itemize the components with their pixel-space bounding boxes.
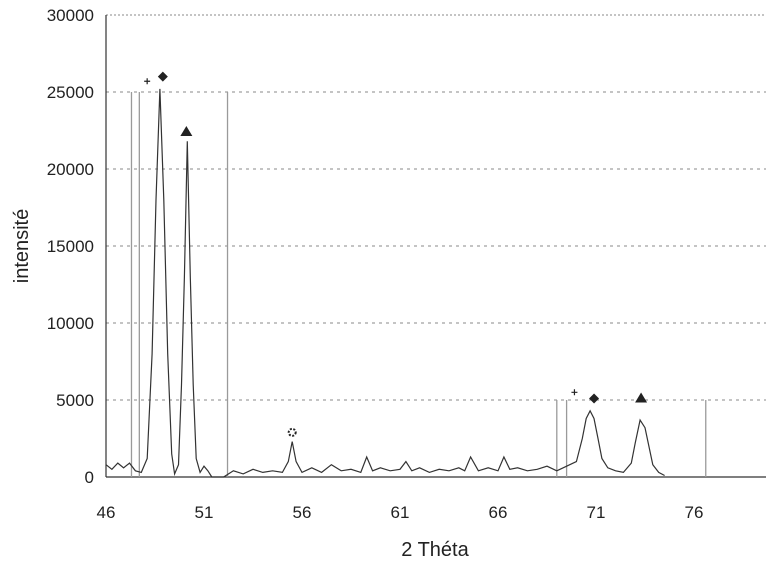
triangle-marker (635, 392, 648, 403)
x-tick-label: 51 (195, 503, 214, 522)
y-tick-label: 30000 (47, 6, 94, 25)
y-tick-label: 0 (85, 468, 94, 487)
y-tick-label: 20000 (47, 160, 94, 179)
diamond-marker (157, 71, 168, 82)
plus-marker (144, 78, 151, 85)
diffraction-trace (105, 88, 665, 478)
y-tick-label: 10000 (47, 314, 94, 333)
x-tick-label: 46 (97, 503, 116, 522)
y-tick-label: 15000 (47, 237, 94, 256)
x-tick-label: 66 (489, 503, 508, 522)
x-tick-label: 76 (685, 503, 704, 522)
y-tick-label: 25000 (47, 83, 94, 102)
y-tick-label: 5000 (56, 391, 94, 410)
x-tick-label: 56 (293, 503, 312, 522)
ring-marker (287, 427, 297, 437)
x-tick-label: 61 (391, 503, 410, 522)
plus-marker (571, 389, 578, 396)
diamond-marker (589, 393, 600, 404)
reference-lines (130, 92, 707, 477)
x-axis-title: 2 Théta (401, 539, 469, 561)
x-tick-label: 71 (587, 503, 606, 522)
x-tick-labels: 46 51 56 61 66 71 76 (97, 503, 704, 522)
phase-markers (144, 71, 648, 437)
grid-lines (106, 91, 766, 401)
y-axis-title: intensité (11, 209, 33, 284)
triangle-marker (180, 126, 193, 137)
y-tick-labels: 0 5000 10000 15000 20000 25000 30000 (47, 6, 94, 487)
